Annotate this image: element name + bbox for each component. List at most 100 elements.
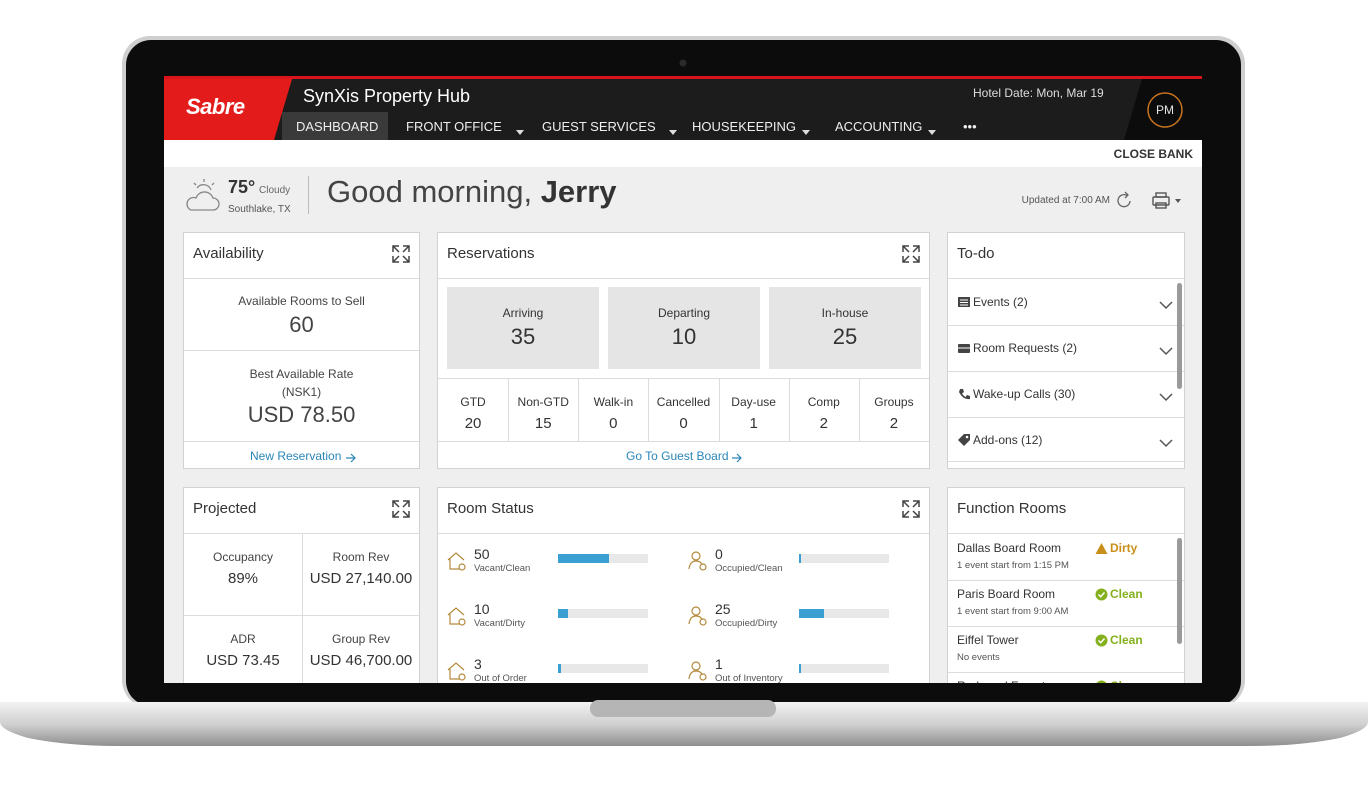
- status-badge: [1095, 680, 1108, 683]
- card-title: Reservations: [447, 245, 535, 262]
- expand-button[interactable]: [901, 244, 921, 269]
- nav-caret[interactable]: [927, 123, 937, 141]
- expand-chevron[interactable]: [1159, 389, 1173, 407]
- expand-button[interactable]: [901, 499, 921, 524]
- status-label: Vacant/Dirty: [474, 618, 526, 629]
- weather-condition: Cloudy: [259, 185, 291, 196]
- breakdown-value: 2: [819, 415, 828, 432]
- room-name[interactable]: Eiffel Tower: [957, 633, 1019, 647]
- metric-label: Room Rev: [332, 550, 390, 564]
- card-header-divider: [438, 533, 929, 534]
- todo-icon: [957, 341, 971, 360]
- room-name[interactable]: Redwood Forest: [957, 679, 1045, 683]
- breakdown-label: Comp: [807, 395, 840, 409]
- rate-code: (NSK1): [281, 385, 322, 399]
- status-icon: [446, 660, 468, 683]
- reservations-card: Reservations Arriving 35 Departing 10 In-hous…: [437, 232, 930, 469]
- expand-button[interactable]: [391, 499, 411, 524]
- location: Southlake, TX: [228, 204, 291, 215]
- breakdown-label: GTD: [460, 395, 486, 409]
- scrollbar: [1177, 538, 1182, 644]
- nav-caret[interactable]: [668, 123, 678, 141]
- divider: [184, 350, 419, 351]
- metric-label: Group Rev: [331, 632, 391, 646]
- close-bank[interactable]: CLOSE BANK: [1113, 147, 1193, 161]
- status-label: Occupied/Dirty: [715, 618, 778, 629]
- card-title: Function Rooms: [957, 500, 1067, 517]
- expand-chevron[interactable]: [1159, 343, 1173, 361]
- column-divider: [578, 379, 580, 441]
- status-bar-track: [799, 664, 889, 673]
- brand[interactable]: Sabre: [186, 94, 245, 119]
- status-badge: [1095, 542, 1108, 560]
- expand-chevron[interactable]: [1159, 435, 1173, 453]
- todo-label[interactable]: Room Requests (2): [973, 341, 1078, 355]
- summary-box: In-house 25: [769, 287, 921, 369]
- guest-board-link[interactable]: Go To Guest Board: [626, 449, 729, 463]
- nav-item[interactable]: FRONT OFFICE: [406, 119, 502, 134]
- card-header-divider: [184, 278, 419, 279]
- card-title: Room Status: [447, 500, 534, 517]
- temperature: 75°: [228, 177, 256, 197]
- greeting-text: Good morning, Jerry: [327, 174, 617, 210]
- rate-label: Best Available Rate: [249, 367, 354, 381]
- todo-label[interactable]: Events (2): [973, 295, 1028, 309]
- status-bar-track: [558, 664, 648, 673]
- new-reservation-link[interactable]: New Reservation: [250, 449, 342, 463]
- toolbar: CLOSE BANK: [164, 140, 1202, 167]
- weather-icon: [186, 179, 220, 211]
- breakdown-label: Cancelled: [656, 395, 711, 409]
- breakdown-value: 2: [889, 415, 899, 432]
- user-initials[interactable]: PM: [1156, 103, 1174, 117]
- divider: [948, 461, 1184, 462]
- toolbar-icons[interactable]: [1114, 190, 1186, 212]
- divider: [438, 378, 929, 379]
- availability-card: Availability Available Rooms to Sell 60 Bes…: [183, 232, 420, 469]
- status-icon: [687, 550, 709, 577]
- expand-button[interactable]: [391, 244, 411, 269]
- nav-item[interactable]: GUEST SERVICES: [542, 119, 656, 134]
- divider: [308, 176, 309, 214]
- status-bar: [558, 554, 609, 563]
- breakdown-label: Walk-in: [593, 395, 634, 409]
- rooms-value: 60: [289, 312, 314, 337]
- nav-item[interactable]: HOUSEKEEPING: [692, 119, 797, 134]
- expand-chevron[interactable]: [1159, 297, 1173, 315]
- metric-label: ADR: [230, 632, 256, 646]
- card-header-divider: [184, 533, 419, 534]
- status-icon: [687, 605, 709, 632]
- column-divider: [648, 379, 650, 441]
- header: Sabre SynXis Property Hub Hotel Date: Mo…: [164, 76, 1202, 140]
- function-rooms-card: Function Rooms Dallas Board Room 1 event s…: [947, 487, 1185, 683]
- room-detail: 1 event start from 9:00 AM: [957, 606, 1069, 617]
- nav-item[interactable]: •••: [963, 119, 977, 134]
- room-name[interactable]: Paris Board Room: [957, 587, 1056, 601]
- divider: [948, 672, 1184, 673]
- divider: [948, 325, 1184, 326]
- room-detail: 1 event start from 1:15 PM: [957, 560, 1069, 571]
- todo-label[interactable]: Wake-up Calls (30): [973, 387, 1076, 401]
- status-label: Vacant/Clean: [474, 563, 531, 574]
- status-value: 0: [715, 546, 723, 562]
- user-area: [1124, 79, 1202, 140]
- status-value: 50: [474, 546, 490, 562]
- app-title: SynXis Property Hub: [303, 86, 471, 106]
- status-label: Out of Order: [474, 673, 527, 683]
- todo-label[interactable]: Add-ons (12): [973, 433, 1043, 447]
- status-icon: [446, 605, 468, 632]
- todo-icon: [957, 433, 971, 452]
- nav-caret[interactable]: [801, 123, 811, 141]
- metric-value: USD 46,700.00: [309, 652, 413, 669]
- metric-value: USD 27,140.00: [309, 570, 413, 587]
- nav-caret[interactable]: [515, 123, 525, 141]
- summary-value: 25: [832, 324, 858, 349]
- status-bar: [799, 554, 801, 563]
- room-name[interactable]: Dallas Board Room: [957, 541, 1062, 555]
- updated-time: Updated at 7:00 AM: [1021, 195, 1110, 206]
- link-arrow[interactable]: [345, 451, 357, 469]
- status-icon: [687, 660, 709, 683]
- nav-item[interactable]: DASHBOARD: [296, 119, 379, 134]
- link-arrow[interactable]: [731, 451, 743, 469]
- nav-item[interactable]: ACCOUNTING: [835, 119, 923, 134]
